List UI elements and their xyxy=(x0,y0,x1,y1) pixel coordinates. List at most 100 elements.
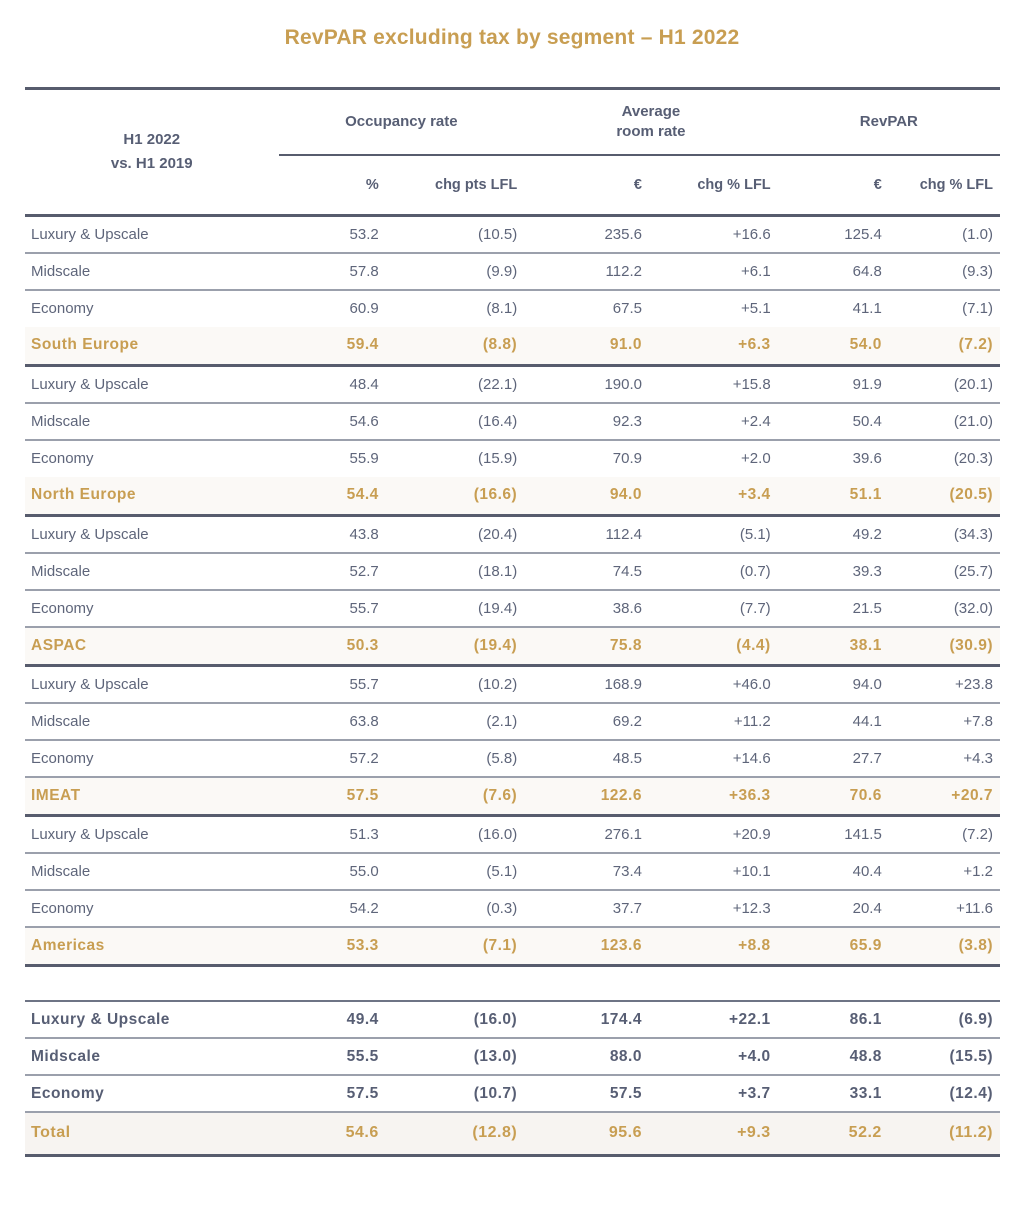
cell-value: 168.9 xyxy=(524,665,649,704)
totals-table: Luxury & Upscale 49.4 (16.0) 174.4 +22.1 86.1… xyxy=(25,1000,1000,1157)
cell-value: +10.1 xyxy=(648,852,778,891)
row-label-south-europe: South Europe xyxy=(25,326,279,367)
cell-value: (22.1) xyxy=(385,365,525,404)
cell-value: 60.9 xyxy=(349,300,379,317)
cell-value: +14.6 xyxy=(648,739,778,778)
cell-value: +8.8 xyxy=(648,926,778,967)
cell-value: (7.6) xyxy=(385,776,525,817)
cell-value: 48.5 xyxy=(524,739,649,778)
cell-value: (20.5) xyxy=(888,476,1000,517)
cell-value: 52.2 xyxy=(777,1112,889,1157)
cell-value: 54.0 xyxy=(777,326,889,367)
table-row-luxury-upscale-total: Luxury & Upscale 49.4 (16.0) 174.4 +22.1 86.1… xyxy=(25,1001,1000,1039)
cell-value: +7.8 xyxy=(888,702,1000,741)
cell-value: (2.1) xyxy=(385,702,525,741)
row-label-grand-total: Total xyxy=(25,1112,279,1157)
row-label-midscale: Midscale xyxy=(25,552,279,591)
cell-value: 55.9 xyxy=(349,450,379,467)
col-group-average-room-rate: Average room rate xyxy=(524,88,778,156)
cell-value: (20.3) xyxy=(953,450,993,467)
cell-value: 54.6 xyxy=(278,402,386,441)
cell-value: 65.9 xyxy=(777,926,889,967)
cell-value: (9.3) xyxy=(888,252,1000,291)
cell-value: (6.9) xyxy=(888,1001,1000,1039)
cell-value: +4.0 xyxy=(648,1038,778,1076)
cell-value: (25.7) xyxy=(888,552,1000,591)
cell-value: (16.0) xyxy=(385,815,525,854)
cell-value: (15.5) xyxy=(888,1038,1000,1076)
cell-value: 50.3 xyxy=(278,626,386,667)
cell-value: (7.1) xyxy=(385,926,525,967)
cell-value: 123.6 xyxy=(524,926,649,967)
cell-value: (8.8) xyxy=(385,326,525,367)
cell-value: (9.9) xyxy=(385,252,525,291)
cell-value: 54.6 xyxy=(278,1112,386,1157)
row-label-aspac: ASPAC xyxy=(25,626,279,667)
cell-value: 52.7 xyxy=(278,552,386,591)
cell-value: 37.7 xyxy=(524,889,649,928)
cell-value: +15.8 xyxy=(648,365,778,404)
cell-value: +3.7 xyxy=(648,1075,778,1113)
cell-value: +5.1 xyxy=(741,300,771,317)
cell-value: (11.2) xyxy=(888,1112,1000,1157)
cell-value: (8.1) xyxy=(486,300,518,317)
report-page: RevPAR excluding tax by segment – H1 202… xyxy=(0,26,1024,1157)
cell-value: (20.4) xyxy=(385,515,525,554)
totals-body: Luxury & Upscale 49.4 (16.0) 174.4 +22.1 86.1… xyxy=(25,1001,1000,1157)
cell-value: 95.6 xyxy=(524,1112,649,1157)
row-label-luxury-upscale: Luxury & Upscale xyxy=(25,365,279,404)
col-group-average-room-rate-label: Average room rate xyxy=(616,102,686,140)
cell-value: 50.4 xyxy=(777,402,889,441)
cell-value: 55.0 xyxy=(278,852,386,891)
row-label-economy-total: Economy xyxy=(25,1075,279,1113)
subheader-occupancy-pct: % xyxy=(278,154,386,217)
cell-value: 94.0 xyxy=(524,476,649,517)
cell-value: 55.7 xyxy=(278,589,386,628)
cell-value: 67.5 xyxy=(612,300,642,317)
cell-value: +9.3 xyxy=(648,1112,778,1157)
cell-value: (15.9) xyxy=(478,450,518,467)
cell-value: 91.0 xyxy=(524,326,649,367)
cell-value: 57.5 xyxy=(278,1075,386,1113)
cell-value: 88.0 xyxy=(524,1038,649,1076)
cell-value: 91.9 xyxy=(777,365,889,404)
cell-value: (3.8) xyxy=(888,926,1000,967)
cell-value: 40.4 xyxy=(777,852,889,891)
row-label-economy: Economy xyxy=(25,589,279,628)
cell-value: (7.2) xyxy=(888,815,1000,854)
cell-value: 70.9 xyxy=(612,450,642,467)
cell-value: (32.0) xyxy=(888,589,1000,628)
cell-value: (0.3) xyxy=(385,889,525,928)
cell-value: 112.4 xyxy=(524,515,649,554)
cell-value: 235.6 xyxy=(524,215,649,254)
row-label-economy: Economy xyxy=(25,739,279,778)
cell-value: +6.3 xyxy=(648,326,778,367)
cell-value: +2.0 xyxy=(741,450,771,467)
cell-value: 54.4 xyxy=(278,476,386,517)
cell-value: +6.1 xyxy=(648,252,778,291)
cell-value: 44.1 xyxy=(777,702,889,741)
cell-value: 39.3 xyxy=(777,552,889,591)
cell-value: (21.0) xyxy=(888,402,1000,441)
page-title: RevPAR excluding tax by segment – H1 202… xyxy=(284,26,740,49)
cell-value: 141.5 xyxy=(777,815,889,854)
table-row-south-europe: South Europe 59.4 (8.8) 91.0 +6.3 54.0 (7.2) xyxy=(25,326,1000,367)
row-label-midscale: Midscale xyxy=(25,702,279,741)
subheader-occupancy-chg-pts-lfl: chg pts LFL xyxy=(385,154,525,217)
cell-value: 33.1 xyxy=(777,1075,889,1113)
table-row-midscale: Midscale 63.8 (2.1) 69.2 +11.2 44.1 +7.8 xyxy=(25,702,1000,741)
cell-value: 125.4 xyxy=(777,215,889,254)
row-label-americas: Americas xyxy=(25,926,279,967)
cell-value: (12.4) xyxy=(888,1075,1000,1113)
cell-value: 70.6 xyxy=(777,776,889,817)
cell-value: 27.7 xyxy=(777,739,889,778)
cell-value: 92.3 xyxy=(524,402,649,441)
cell-value: (16.0) xyxy=(385,1001,525,1039)
row-label-economy: Economy xyxy=(31,450,94,467)
cell-value: 38.6 xyxy=(524,589,649,628)
col-group-revpar-label: RevPAR xyxy=(859,112,918,130)
cell-value: 48.8 xyxy=(777,1038,889,1076)
cell-value: 174.4 xyxy=(524,1001,649,1039)
cell-value: 51.1 xyxy=(777,476,889,517)
cell-value: (13.0) xyxy=(385,1038,525,1076)
